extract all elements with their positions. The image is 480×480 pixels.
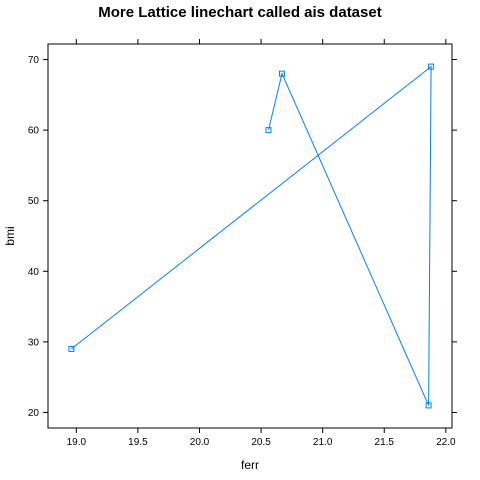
data-point [425,402,432,409]
series-line [71,65,432,406]
x-axis: 19.0 19.5 20.0 20.5 21.0 21.5 22.0 [67,39,456,448]
x-tick-label: 22.0 [436,437,456,448]
y-tick-label: 30 [28,337,40,348]
x-tick-label: 19.5 [128,437,148,448]
y-tick-label: 40 [28,267,40,278]
data-point [265,127,272,134]
x-tick-label: 20.5 [251,437,271,448]
x-tick-label: 19.0 [67,437,87,448]
x-axis-label: ferr [241,458,259,472]
y-tick-label: 70 [28,55,40,66]
data-point [68,345,75,352]
y-axis-label: bmi [3,226,17,245]
y-tick-label: 60 [28,126,40,137]
y-axis: 20 30 40 50 60 70 [28,55,457,419]
chart-title: More Lattice linechart called ais datase… [98,4,381,21]
y-tick-label: 20 [28,408,40,419]
y-tick-label: 50 [28,196,40,207]
series-group [68,63,435,409]
plot-frame [47,43,453,429]
data-point [428,63,435,70]
x-tick-label: 21.0 [313,437,333,448]
x-tick-label: 21.5 [375,437,395,448]
data-point [279,70,286,77]
x-tick-label: 20.0 [190,437,210,448]
